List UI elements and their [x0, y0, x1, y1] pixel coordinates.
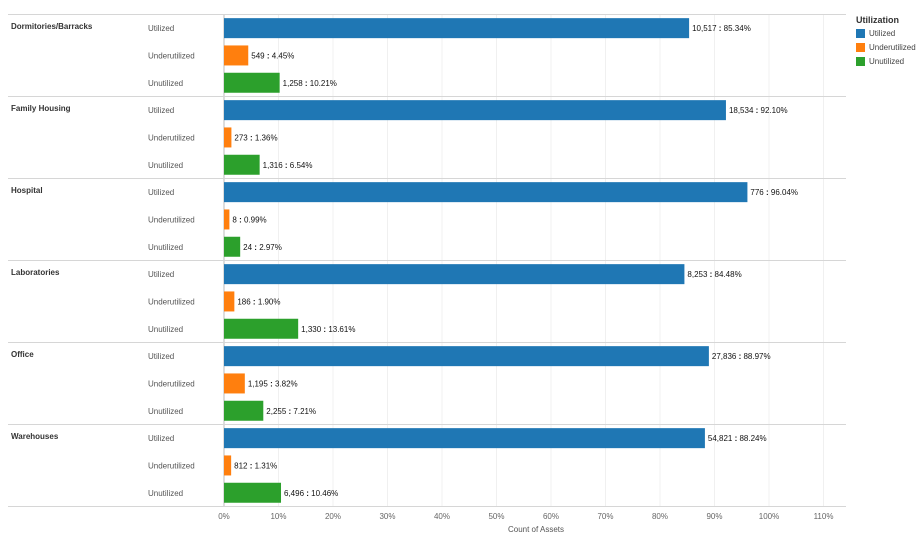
data-label: 10,517 : 85.34% — [692, 24, 751, 33]
group-label: Warehouses — [11, 432, 59, 441]
x-tick-label: 60% — [543, 512, 559, 521]
data-label: 186 : 1.90% — [237, 297, 280, 306]
data-label: 273 : 1.36% — [234, 133, 277, 142]
category-label: Unutilized — [148, 243, 183, 252]
bar[interactable] — [224, 100, 726, 121]
labels: Dormitories/Barracks Utilized 10,517 : 85.… — [11, 22, 798, 498]
category-label: Underutilized — [148, 133, 195, 142]
x-tick-label: 100% — [759, 512, 779, 521]
data-label: 776 : 96.04% — [750, 188, 798, 197]
category-label: Underutilized — [148, 215, 195, 224]
category-label: Unutilized — [148, 489, 183, 498]
bar[interactable] — [224, 318, 299, 339]
bar[interactable] — [224, 45, 249, 66]
bar[interactable] — [224, 373, 245, 394]
x-tick-label: 30% — [379, 512, 395, 521]
legend-item-utilized[interactable]: Utilized — [856, 28, 916, 39]
category-label: Unutilized — [148, 79, 183, 88]
bar[interactable] — [224, 264, 685, 285]
category-label: Utilized — [148, 106, 174, 115]
legend-swatch — [856, 43, 865, 52]
bar[interactable] — [224, 209, 230, 230]
group-label: Hospital — [11, 186, 43, 195]
category-label: Utilized — [148, 270, 174, 279]
data-label: 8 : 0.99% — [232, 215, 266, 224]
category-label: Underutilized — [148, 461, 195, 470]
bar[interactable] — [224, 346, 709, 367]
x-tick-label: 50% — [488, 512, 504, 521]
data-label: 54,821 : 88.24% — [708, 434, 767, 443]
category-label: Utilized — [148, 24, 174, 33]
legend-title: Utilization — [856, 15, 899, 25]
bar[interactable] — [224, 400, 264, 421]
category-label: Underutilized — [148, 297, 195, 306]
category-label: Utilized — [148, 352, 174, 361]
data-label: 2,255 : 7.21% — [266, 407, 316, 416]
category-label: Unutilized — [148, 161, 183, 170]
x-tick-label: 0% — [218, 512, 230, 521]
data-label: 549 : 4.45% — [251, 51, 294, 60]
category-label: Unutilized — [148, 407, 183, 416]
bars — [224, 18, 748, 503]
bar[interactable] — [224, 236, 241, 257]
category-label: Underutilized — [148, 379, 195, 388]
x-tick-label: 70% — [597, 512, 613, 521]
x-tick-label: 40% — [434, 512, 450, 521]
bar[interactable] — [224, 428, 705, 449]
category-label: Underutilized — [148, 51, 195, 60]
legend-label: Underutilized — [869, 43, 916, 52]
group-label: Office — [11, 350, 34, 359]
legend-swatch — [856, 57, 865, 66]
x-tick-label: 90% — [706, 512, 722, 521]
group-label: Dormitories/Barracks — [11, 22, 93, 31]
category-label: Utilized — [148, 188, 174, 197]
group-separators — [8, 14, 846, 507]
bar[interactable] — [224, 455, 232, 476]
group-label: Laboratories — [11, 268, 60, 277]
bar[interactable] — [224, 482, 282, 503]
legend-label: Unutilized — [869, 57, 905, 66]
group-label: Family Housing — [11, 104, 71, 113]
data-label: 1,330 : 13.61% — [301, 325, 355, 334]
legend-swatch — [856, 29, 865, 38]
x-tick-label: 10% — [270, 512, 286, 521]
data-label: 1,258 : 10.21% — [283, 79, 337, 88]
data-label: 8,253 : 84.48% — [687, 270, 741, 279]
data-label: 27,836 : 88.97% — [712, 352, 771, 361]
x-tick-label: 110% — [814, 512, 834, 521]
bar[interactable] — [224, 182, 748, 203]
data-label: 24 : 2.97% — [243, 243, 282, 252]
bar[interactable] — [224, 291, 235, 312]
x-tick-label: 20% — [325, 512, 341, 521]
bar[interactable] — [224, 127, 232, 148]
data-label: 18,534 : 92.10% — [729, 106, 788, 115]
bar[interactable] — [224, 154, 260, 175]
data-label: 812 : 1.31% — [234, 461, 277, 470]
x-tick-label: 80% — [652, 512, 668, 521]
legend-item-unutilized[interactable]: Unutilized — [856, 56, 916, 67]
legend-item-underutilized[interactable]: Underutilized — [856, 42, 916, 53]
legend-label: Utilized — [869, 29, 896, 38]
x-axis-title: Count of Assets — [508, 525, 564, 534]
data-label: 1,195 : 3.82% — [248, 379, 298, 388]
bar[interactable] — [224, 72, 280, 93]
x-axis-ticks: 0% 10% 20% 30% 40% 50% 60% 70% 80% 90% 100% 110% — [218, 512, 833, 521]
category-label: Unutilized — [148, 325, 183, 334]
data-label: 6,496 : 10.46% — [284, 489, 338, 498]
bar[interactable] — [224, 18, 690, 39]
data-label: 1,316 : 6.54% — [263, 161, 313, 170]
category-label: Utilized — [148, 434, 174, 443]
legend: Utilization Utilized Underutilized Unuti… — [856, 15, 916, 70]
